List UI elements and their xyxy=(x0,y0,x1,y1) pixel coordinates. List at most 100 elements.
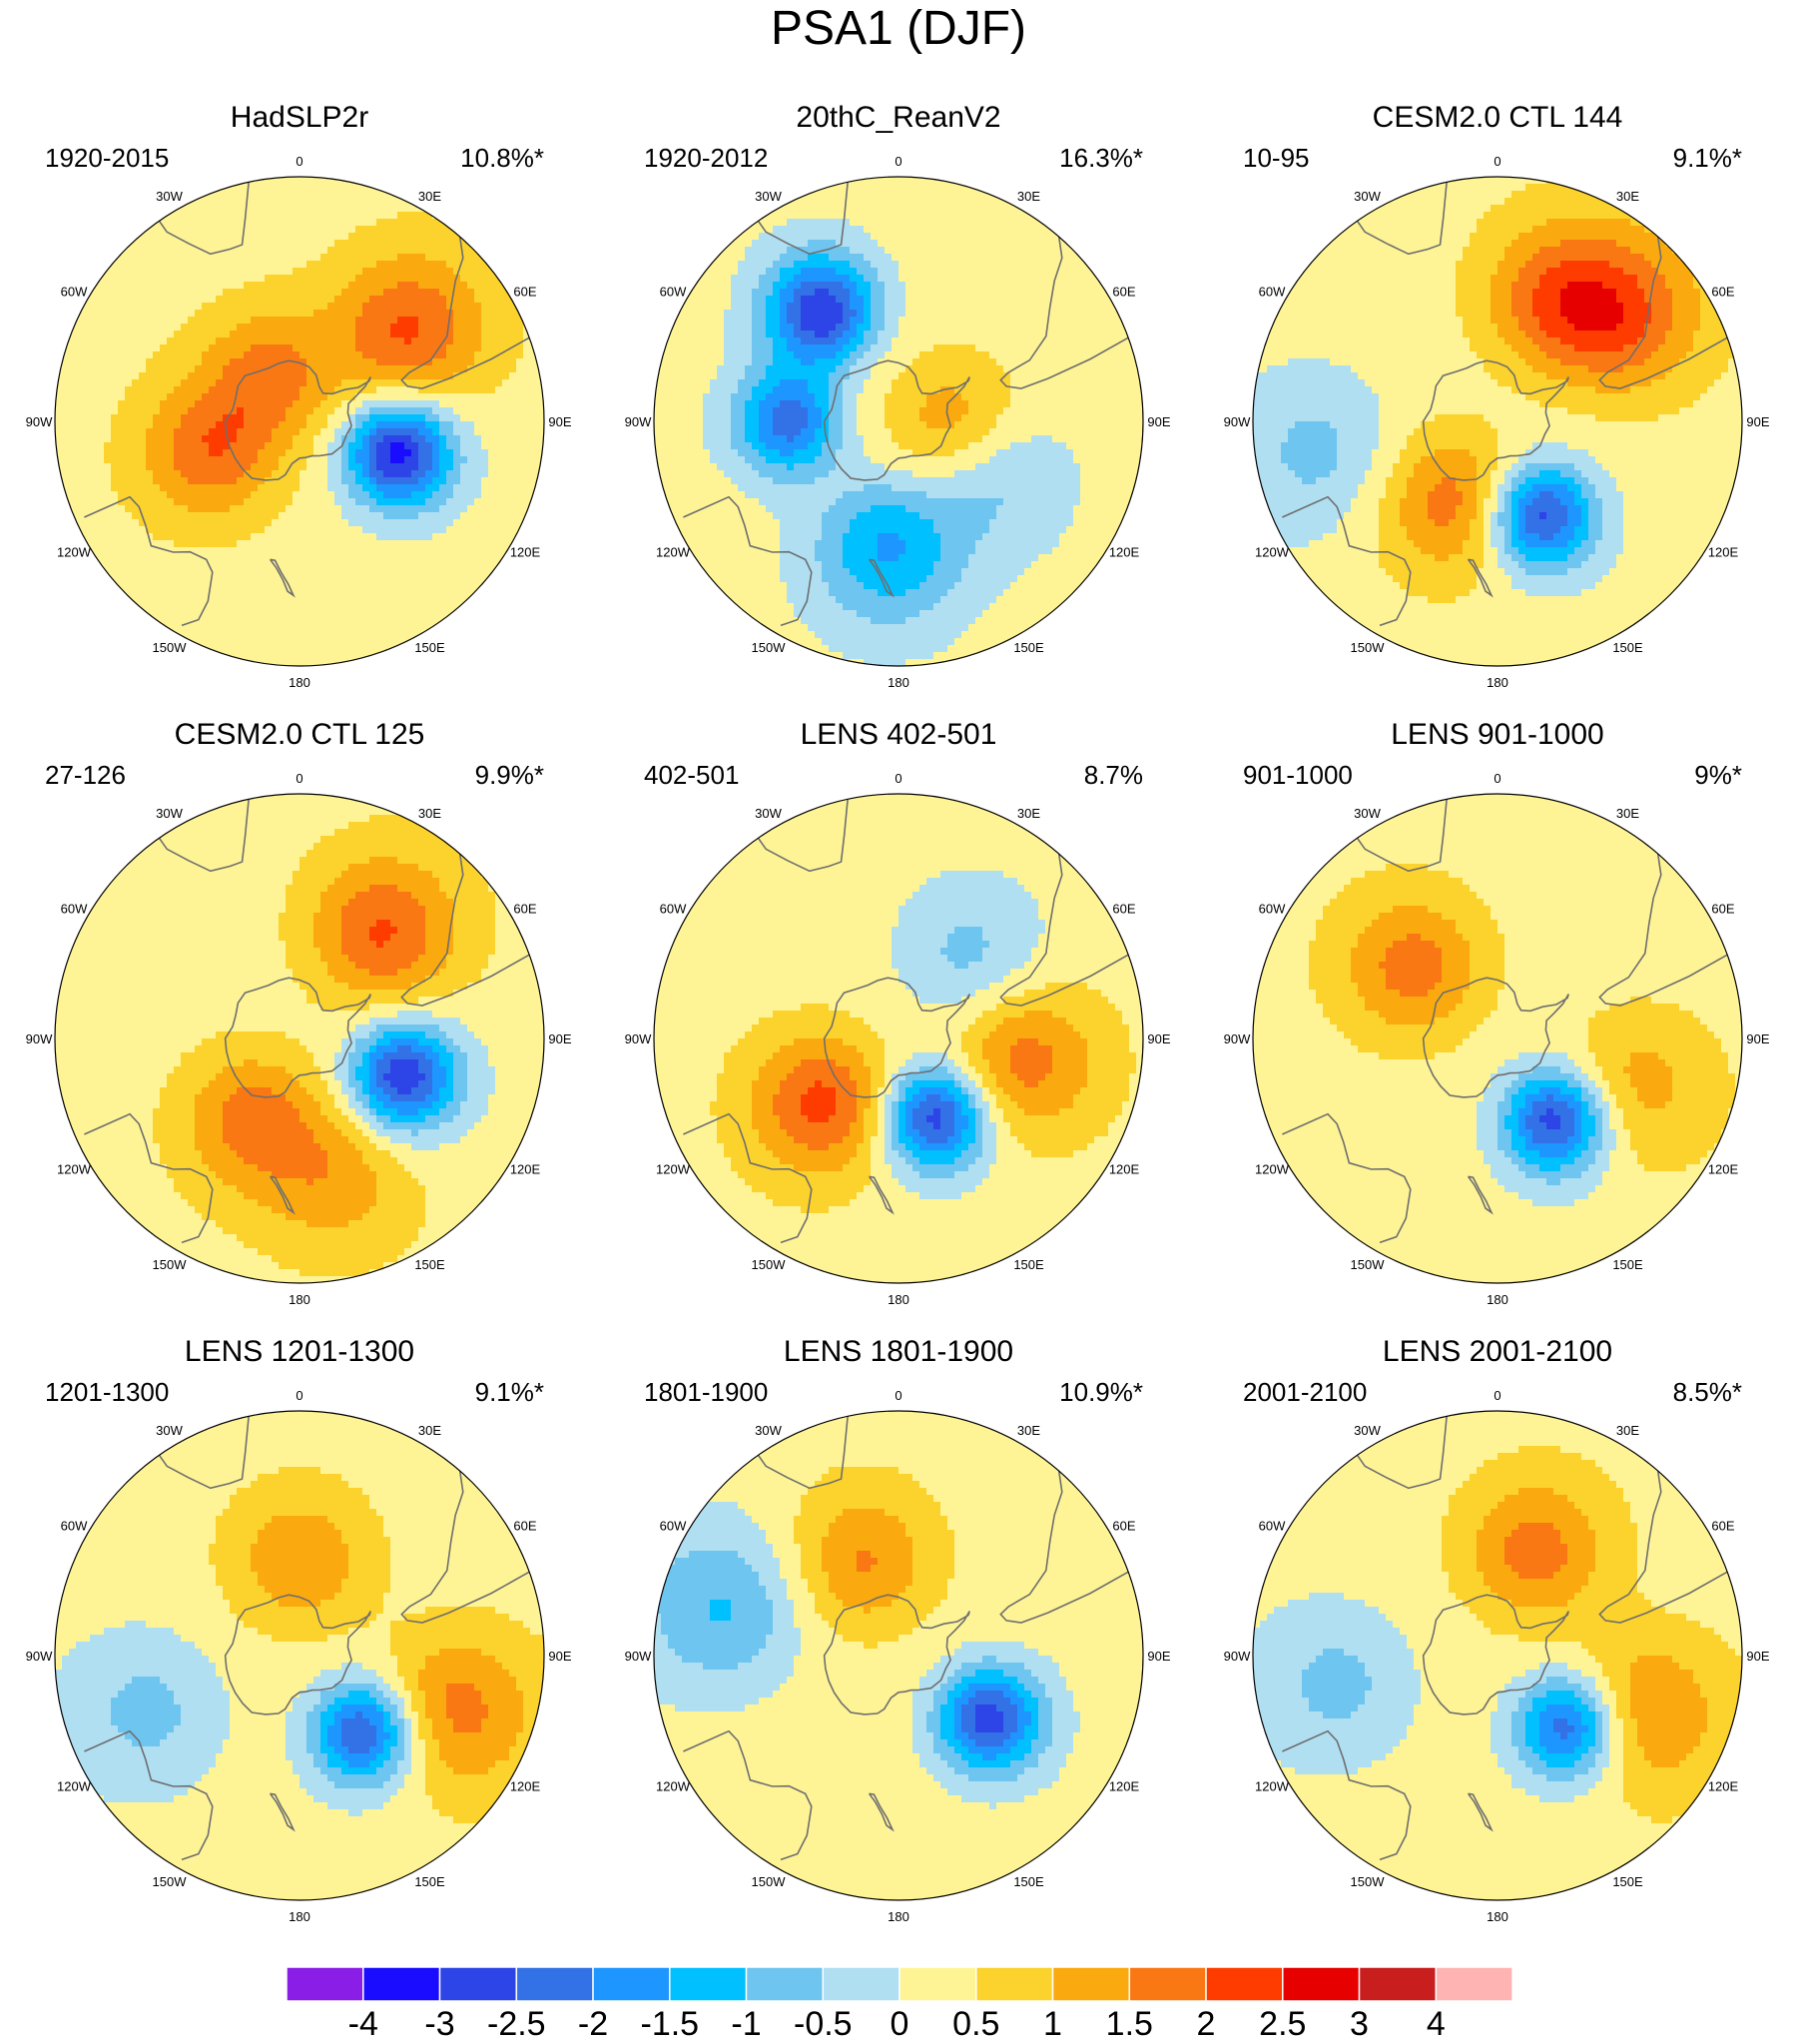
contour-cell xyxy=(397,240,405,248)
contour-cell xyxy=(265,282,273,290)
contour-cell xyxy=(376,645,384,653)
contour-cell xyxy=(362,617,370,625)
contour-cell xyxy=(320,275,328,283)
contour-cell xyxy=(731,268,739,276)
contour-cell xyxy=(418,575,426,583)
contour-cell xyxy=(467,379,475,387)
contour-cell xyxy=(174,519,182,527)
contour-cell xyxy=(390,624,398,632)
contour-cell xyxy=(898,289,906,297)
contour-cell xyxy=(209,624,217,632)
contour-cell xyxy=(439,414,447,422)
contour-cell xyxy=(286,338,294,345)
contour-cell xyxy=(125,477,133,485)
contour-cell xyxy=(334,638,342,646)
contour-cell xyxy=(125,484,133,492)
contour-cell xyxy=(369,491,377,499)
contour-cell xyxy=(251,226,259,234)
contour-cell xyxy=(230,603,238,611)
contour-cell xyxy=(808,310,816,318)
contour-cell xyxy=(111,505,119,513)
contour-cell xyxy=(474,547,482,555)
contour-cell xyxy=(293,198,300,206)
contour-cell xyxy=(397,470,405,478)
contour-cell xyxy=(306,512,314,520)
contour-cell xyxy=(97,268,105,276)
contour-cell xyxy=(265,414,273,422)
contour-cell xyxy=(996,219,1004,227)
contour-cell xyxy=(160,463,168,471)
contour-cell xyxy=(801,310,809,318)
contour-cell xyxy=(1038,247,1046,255)
contour-cell xyxy=(474,484,482,492)
contour-cell xyxy=(348,386,356,394)
contour-cell xyxy=(230,282,238,290)
contour-cell xyxy=(425,247,433,255)
contour-cell xyxy=(83,526,91,534)
contour-cell xyxy=(905,310,913,318)
contour-cell xyxy=(69,414,77,422)
contour-cell xyxy=(843,261,851,269)
contour-cell xyxy=(153,540,161,548)
contour-cell xyxy=(230,659,238,666)
contour-cell xyxy=(495,547,503,555)
contour-cell xyxy=(202,449,210,457)
contour-cell xyxy=(223,407,231,415)
contour-cell xyxy=(439,303,447,311)
contour-cell xyxy=(265,379,273,387)
contour-cell xyxy=(195,407,203,415)
contour-cell xyxy=(460,365,468,373)
contour-cell xyxy=(474,491,482,499)
contour-cell xyxy=(453,435,461,443)
contour-cell xyxy=(174,358,182,366)
contour-cell xyxy=(418,324,426,332)
contour-cell xyxy=(174,603,182,611)
contour-cell xyxy=(390,456,398,464)
contour-cell xyxy=(97,568,105,576)
contour-cell xyxy=(390,638,398,646)
contour-cell xyxy=(759,310,767,318)
contour-cell xyxy=(230,386,238,394)
contour-cell xyxy=(369,393,377,401)
contour-cell xyxy=(272,470,280,478)
contour-cell xyxy=(258,338,266,345)
contour-cell xyxy=(69,379,77,387)
contour-cell xyxy=(460,386,468,394)
contour-cell xyxy=(118,428,126,436)
contour-cell xyxy=(153,240,161,248)
contour-cell xyxy=(975,282,983,290)
contour-cell xyxy=(355,358,363,366)
contour-cell xyxy=(766,247,774,255)
contour-cell xyxy=(146,456,154,464)
contour-cell xyxy=(453,498,461,506)
contour-cell xyxy=(404,610,412,618)
contour-cell xyxy=(822,233,830,241)
contour-cell xyxy=(293,233,300,241)
contour-cell xyxy=(188,442,196,450)
contour-cell xyxy=(836,205,844,213)
contour-cell xyxy=(209,372,217,380)
contour-cell xyxy=(348,540,356,548)
contour-cell xyxy=(118,372,126,380)
contour-cell xyxy=(418,303,426,311)
contour-cell xyxy=(167,582,175,590)
contour-cell xyxy=(237,372,245,380)
contour-cell xyxy=(139,331,147,339)
contour-cell xyxy=(132,240,140,248)
contour-cell xyxy=(467,533,475,541)
contour-cell xyxy=(167,254,175,262)
contour-cell xyxy=(1045,233,1053,241)
contour-cell xyxy=(202,484,210,492)
contour-cell xyxy=(537,351,544,359)
contour-cell xyxy=(898,247,906,255)
contour-cell xyxy=(167,351,175,359)
contour-cell xyxy=(251,184,259,192)
contour-cell xyxy=(453,428,461,436)
contour-cell xyxy=(111,484,119,492)
contour-cell xyxy=(223,568,231,576)
contour-cell xyxy=(327,372,335,380)
contour-cell xyxy=(710,282,718,290)
contour-cell xyxy=(76,491,84,499)
contour-cell xyxy=(251,240,259,248)
contour-cell xyxy=(348,184,356,192)
